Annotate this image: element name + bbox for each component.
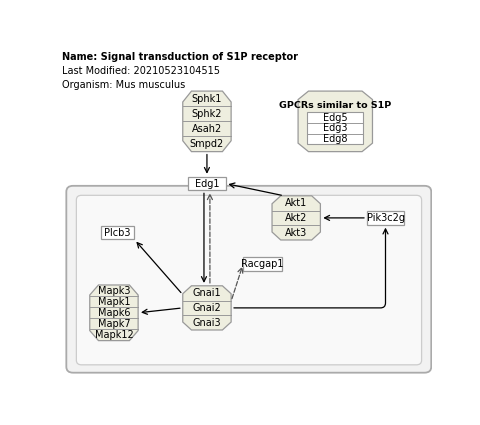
Text: Last Modified: 20210523104515: Last Modified: 20210523104515 [62, 66, 220, 76]
Polygon shape [298, 91, 372, 152]
Polygon shape [183, 286, 231, 330]
Text: Mapk7: Mapk7 [97, 319, 130, 329]
Polygon shape [183, 91, 231, 152]
FancyBboxPatch shape [76, 196, 421, 365]
Text: Gnai2: Gnai2 [192, 303, 221, 313]
Text: Edg5: Edg5 [323, 113, 348, 123]
Text: Mapk12: Mapk12 [95, 330, 133, 340]
Text: Organism: Mus musculus: Organism: Mus musculus [62, 80, 185, 90]
Text: Mapk3: Mapk3 [98, 286, 130, 295]
Text: Gnai1: Gnai1 [192, 288, 221, 298]
Text: Edg3: Edg3 [323, 123, 348, 133]
Text: Name: Signal transduction of S1P receptor: Name: Signal transduction of S1P recepto… [62, 52, 298, 62]
Text: Mapk6: Mapk6 [98, 308, 130, 318]
Text: Mapk1: Mapk1 [98, 297, 130, 307]
Text: Akt3: Akt3 [285, 228, 307, 238]
Text: Gnai3: Gnai3 [192, 317, 221, 328]
Text: GPCRs similar to S1P: GPCRs similar to S1P [279, 101, 391, 110]
Text: Akt2: Akt2 [285, 213, 307, 223]
Text: Asah2: Asah2 [192, 124, 222, 134]
Text: Racgap1: Racgap1 [241, 259, 284, 269]
Text: Edg8: Edg8 [323, 134, 348, 144]
Polygon shape [90, 285, 138, 340]
FancyBboxPatch shape [188, 177, 226, 190]
FancyBboxPatch shape [367, 211, 404, 225]
Polygon shape [272, 196, 321, 240]
FancyBboxPatch shape [243, 257, 282, 271]
Text: Edg1: Edg1 [195, 178, 219, 189]
Text: Smpd2: Smpd2 [190, 139, 224, 149]
Text: Pik3c2g: Pik3c2g [367, 213, 405, 223]
FancyBboxPatch shape [66, 186, 431, 373]
Text: Sphk2: Sphk2 [192, 109, 222, 119]
Text: Akt1: Akt1 [285, 198, 307, 208]
Text: Sphk1: Sphk1 [192, 94, 222, 104]
FancyBboxPatch shape [101, 226, 134, 240]
FancyBboxPatch shape [307, 112, 363, 144]
Text: Plcb3: Plcb3 [105, 228, 131, 238]
